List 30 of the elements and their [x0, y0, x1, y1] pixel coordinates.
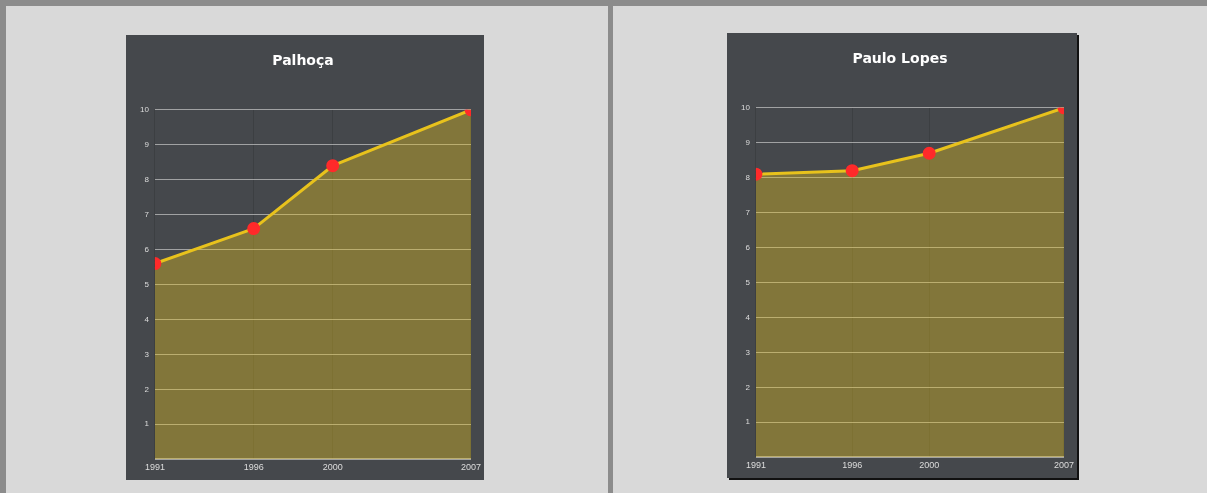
- y-tick-label: 7: [144, 209, 150, 219]
- x-tick-label: 2000: [919, 460, 940, 471]
- y-tick-label: 4: [745, 312, 751, 322]
- y-tick-label: 3: [144, 349, 150, 359]
- chart-title: Palhoça: [272, 52, 334, 69]
- y-tick-label: 3: [745, 347, 751, 357]
- y-tick-label: 2: [144, 384, 150, 394]
- y-tick-label: 8: [144, 174, 150, 184]
- y-tick-label: 5: [144, 279, 150, 289]
- chart-title: Paulo Lopes: [852, 50, 948, 67]
- x-tick-label: 1991: [745, 460, 766, 471]
- x-tick-label: 1996: [243, 462, 264, 473]
- y-tick-label: 1: [144, 419, 150, 429]
- y-tick-label: 7: [745, 207, 751, 217]
- y-tick-label: 2: [745, 382, 751, 392]
- y-tick-label: 10: [740, 103, 751, 112]
- x-tick-label: 2007: [460, 462, 481, 473]
- y-tick-label: 1: [745, 417, 751, 427]
- y-tick-label: 8: [745, 172, 751, 182]
- x-tick-label: 2000: [322, 462, 343, 473]
- x-tick-label: 1991: [144, 462, 165, 473]
- y-tick-label: 4: [144, 314, 150, 324]
- x-tick-label: 2007: [1053, 460, 1074, 471]
- y-tick-label: 9: [144, 139, 150, 149]
- y-tick-label: 6: [144, 244, 150, 254]
- y-tick-label: 10: [139, 105, 150, 114]
- y-tick-label: 5: [745, 277, 751, 287]
- y-tick-label: 9: [745, 137, 751, 147]
- y-tick-label: 6: [745, 242, 751, 252]
- x-tick-label: 1996: [842, 460, 863, 471]
